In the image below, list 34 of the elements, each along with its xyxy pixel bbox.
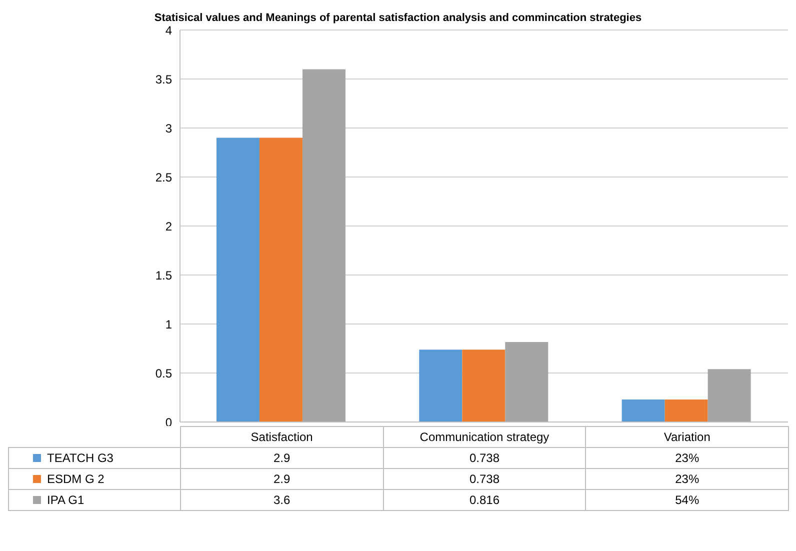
y-tick-label: 2 — [165, 219, 172, 234]
x-tick-label: Communication strategy — [383, 426, 586, 448]
data-label: 3.6 — [180, 490, 384, 510]
data-label: 23% — [586, 448, 788, 468]
y-tick-label: 3 — [165, 121, 172, 136]
bar — [216, 138, 260, 422]
y-tick-label: 3.5 — [155, 72, 172, 86]
data-label: 0.738 — [383, 448, 586, 468]
bar — [419, 350, 462, 422]
legend-label: ESDM G 2 — [8, 468, 180, 490]
data-label: 54% — [586, 490, 788, 510]
legend-label: TEATCH G3 — [8, 448, 180, 468]
y-tick-label: 2.5 — [155, 170, 172, 184]
bar — [505, 342, 548, 422]
bar — [302, 69, 346, 422]
legend-label: IPA G1 — [8, 490, 180, 510]
x-tick-label: Variation — [586, 426, 788, 448]
data-label: 23% — [586, 468, 788, 490]
bar — [259, 138, 302, 422]
bar — [708, 369, 751, 422]
y-tick-label: 0 — [165, 415, 172, 430]
bar — [664, 399, 708, 422]
data-label: 0.816 — [383, 490, 586, 510]
chart-title: Statisical values and Meanings of parental satisfaction analysis and commincation strategies — [153, 11, 643, 26]
y-tick-label: 4 — [165, 23, 172, 38]
bar — [462, 350, 506, 422]
x-tick-label: Satisfaction — [180, 426, 384, 448]
data-label: 2.9 — [180, 468, 384, 490]
y-tick-label: 1.5 — [155, 268, 172, 282]
y-tick-label: 0.5 — [155, 366, 172, 380]
bar — [622, 399, 665, 422]
y-tick-label: 1 — [165, 317, 172, 332]
data-label: 0.738 — [383, 468, 586, 490]
data-label: 2.9 — [180, 448, 384, 468]
